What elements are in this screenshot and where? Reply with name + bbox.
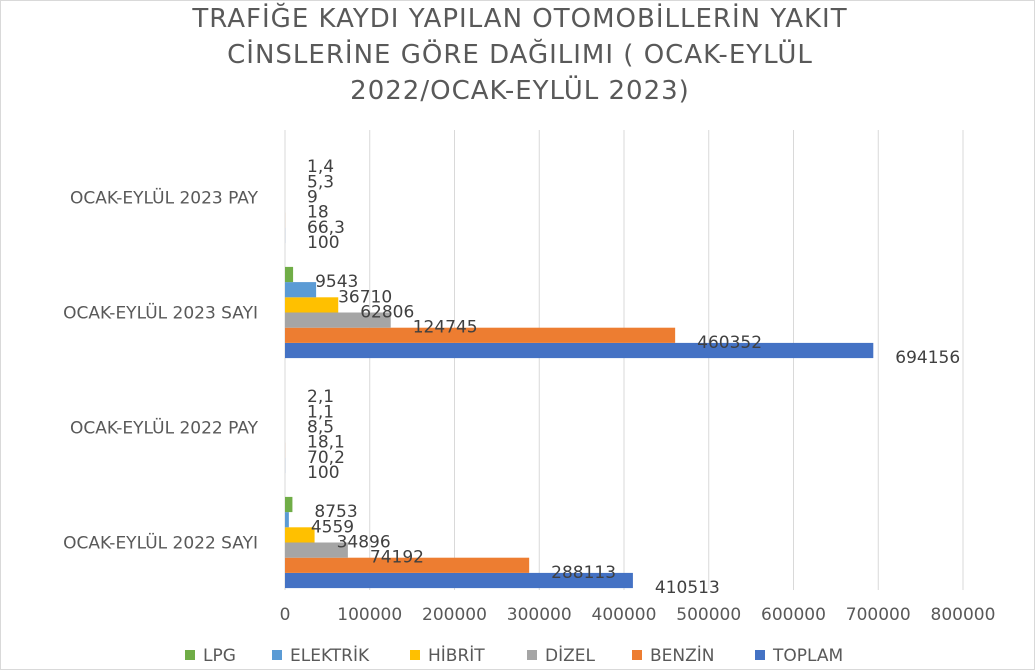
- category-label: OCAK-EYLÜL 2023 PAY: [70, 187, 259, 209]
- legend-label: DİZEL: [545, 646, 595, 666]
- x-tick-label: 800000: [931, 605, 996, 625]
- data-label: 410513: [655, 578, 720, 598]
- legend-swatch: [185, 650, 195, 660]
- data-label: 2,1: [307, 387, 334, 407]
- bar-elektri̇k: [285, 282, 316, 297]
- bar-toplam: [285, 343, 873, 358]
- x-tick-label: 500000: [676, 605, 741, 625]
- bar-lpg: [285, 497, 292, 512]
- category-label: OCAK-EYLÜL 2022 PAY: [70, 417, 259, 439]
- legend-item: LPG: [185, 646, 236, 666]
- bar-lpg: [285, 267, 293, 282]
- x-tick-label: 700000: [846, 605, 911, 625]
- legend-label: BENZİN: [650, 646, 715, 666]
- legend-swatch: [272, 650, 282, 660]
- legend-item: DİZEL: [527, 646, 595, 666]
- legend-label: ELEKTRİK: [290, 646, 369, 666]
- x-tick-label: 300000: [507, 605, 572, 625]
- legend-item: ELEKTRİK: [272, 646, 369, 666]
- x-tick-label: 400000: [592, 605, 657, 625]
- legend-label: TOPLAM: [773, 646, 843, 666]
- data-label: 8753: [314, 502, 357, 522]
- x-tick-label: 0: [280, 605, 291, 625]
- chart-legend: LPG ELEKTRİK HİBRİT DİZEL BENZİN TOPLAM: [0, 646, 1035, 668]
- legend-item: HİBRİT: [410, 646, 485, 666]
- x-tick-label: 600000: [761, 605, 826, 625]
- data-label: 288113: [551, 563, 616, 583]
- legend-item: TOPLAM: [755, 646, 843, 666]
- data-label: 9543: [315, 272, 358, 292]
- data-label: 124745: [413, 318, 478, 338]
- data-label: 1,4: [307, 157, 334, 177]
- legend-swatch: [632, 650, 642, 660]
- x-tick-label: 200000: [422, 605, 487, 625]
- legend-label: LPG: [203, 646, 236, 666]
- data-label: 694156: [895, 348, 960, 368]
- bar-elektri̇k: [285, 512, 289, 527]
- x-tick-label: 100000: [337, 605, 402, 625]
- legend-swatch: [527, 650, 537, 660]
- category-label: OCAK-EYLÜL 2023 SAYI: [63, 302, 258, 324]
- category-label: OCAK-EYLÜL 2022 SAYI: [63, 532, 258, 554]
- legend-item: BENZİN: [632, 646, 715, 666]
- legend-label: HİBRİT: [428, 646, 485, 666]
- bar-benzi̇n: [285, 328, 675, 343]
- data-label: 460352: [697, 333, 762, 353]
- bar-hi̇bri̇t: [285, 297, 338, 312]
- legend-swatch: [755, 650, 765, 660]
- legend-swatch: [410, 650, 420, 660]
